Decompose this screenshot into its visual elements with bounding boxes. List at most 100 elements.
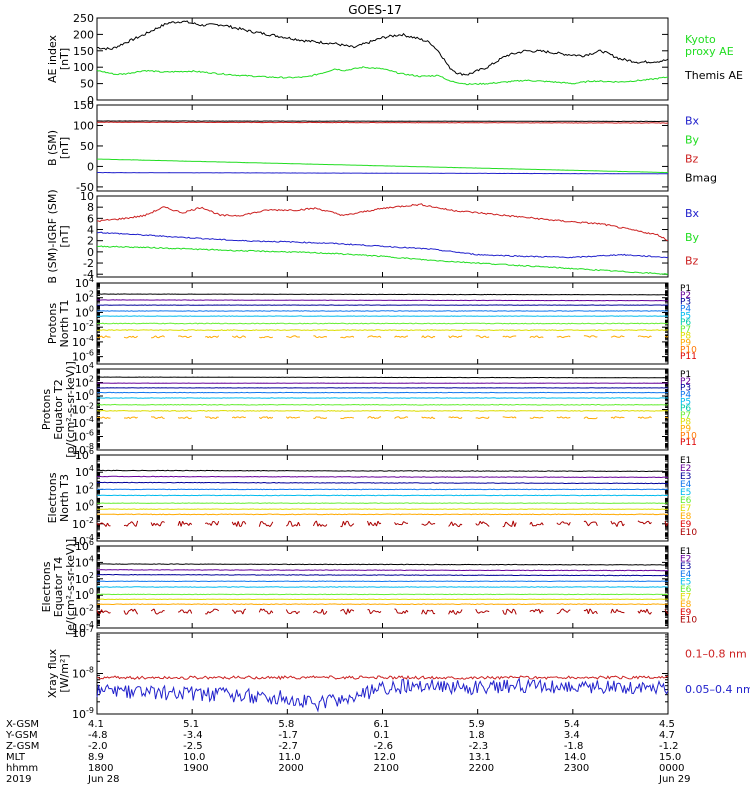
series-line xyxy=(96,675,669,681)
y-tick-exponent: -4 xyxy=(86,620,94,629)
y-tick-exponent: -8 xyxy=(86,442,94,451)
y-axis-label-line: Electrons xyxy=(40,561,53,612)
y-tick-exponent: 2 xyxy=(89,571,94,580)
legend-entry: E4 xyxy=(680,570,692,580)
y-tick-exponent: -6 xyxy=(86,349,94,358)
y-tick-exponent: 0 xyxy=(89,587,94,596)
x-row-value: 2300 xyxy=(564,763,589,774)
legend-entry: P6 xyxy=(680,318,691,328)
x-row-label: Y-GSM xyxy=(5,730,38,741)
y-axis-label: ElectronsEquator T4[e/(cm²-s-sr-keV)] xyxy=(40,539,77,635)
y-tick-label: 100 xyxy=(75,587,94,602)
y-axis-label-line: Protons xyxy=(40,389,53,430)
x-row-value: 13.1 xyxy=(469,752,491,763)
legend: Bx By Bz Bmag xyxy=(685,115,717,185)
y-tick-label: 100 xyxy=(75,304,94,319)
x-row-value: -2.3 xyxy=(469,741,489,752)
y-tick-label: 150 xyxy=(73,99,94,112)
series-line xyxy=(97,593,669,596)
legend-entry: Kyoto xyxy=(685,33,716,46)
y-tick-label: 10-2 xyxy=(72,516,94,531)
legend-entry: P3 xyxy=(680,384,691,394)
legend-entry: E6 xyxy=(680,496,692,506)
y-tick-label: 250 xyxy=(73,12,94,25)
legend-entry: E9 xyxy=(680,520,692,530)
legend-entry: Bz xyxy=(685,153,699,166)
y-tick-exponent: -2 xyxy=(86,402,94,411)
legend-entry: Bx xyxy=(685,115,700,128)
legend: 0.1–0.8 nm 0.05–0.4 nm xyxy=(685,648,750,697)
y-tick-label: 4 xyxy=(87,224,94,237)
y-tick-label: 50 xyxy=(80,140,94,153)
legend-entry: proxy AE xyxy=(685,45,734,58)
x-row-value: 10.0 xyxy=(183,752,205,763)
legend-entry: P11 xyxy=(680,438,697,448)
x-row-label: 2019 xyxy=(6,774,31,785)
y-tick-label: 10 xyxy=(80,190,94,203)
series-line xyxy=(96,403,669,406)
y-axis-label: B (SM)-IGRF (SM)[nT] xyxy=(46,189,71,283)
series-line xyxy=(96,121,669,124)
x-row-value: Jun 29 xyxy=(658,774,691,785)
x-row-value: 12.0 xyxy=(374,752,396,763)
series-line xyxy=(96,481,668,485)
y-tick-label: 0 xyxy=(87,246,94,259)
series-line xyxy=(96,120,668,123)
series-line xyxy=(96,508,669,510)
legend-entry: P10 xyxy=(680,345,697,355)
legend-entry: P7 xyxy=(680,325,691,335)
x-row-value: -4.8 xyxy=(88,730,108,741)
series-line xyxy=(96,329,669,332)
series-line xyxy=(96,520,669,528)
series-line xyxy=(96,580,668,583)
legend-entry: Bmag xyxy=(685,172,717,185)
y-tick-label: 106 xyxy=(75,538,94,553)
y-axis-label-line: [p/(cm²-s-sr-keV)] xyxy=(64,361,77,458)
x-row-label: Z-GSM xyxy=(6,741,39,752)
x-row-value: 5.4 xyxy=(564,719,580,730)
y-tick-label: 10-4 xyxy=(72,334,94,349)
legend-entry: P8 xyxy=(680,332,691,342)
legend-entry: E3 xyxy=(680,472,691,482)
series-line xyxy=(96,573,669,577)
x-row-label: X-GSM xyxy=(6,719,39,730)
y-axis-label: AE index[nT] xyxy=(46,34,71,83)
series-line xyxy=(96,416,669,420)
series-line xyxy=(96,293,669,296)
y-tick-exponent: -4 xyxy=(86,533,94,542)
legend-entry: P4 xyxy=(680,390,691,400)
y-axis-label-line: B (SM)-IGRF (SM) xyxy=(46,189,59,283)
series-group xyxy=(96,376,669,420)
series-line xyxy=(96,603,669,606)
legend-entry: E2 xyxy=(680,464,691,474)
y-tick-label: 2 xyxy=(87,235,94,248)
y-tick-exponent: 4 xyxy=(89,464,94,473)
x-row-value: 2200 xyxy=(469,763,494,774)
y-tick-label: 100 xyxy=(75,499,94,514)
legend-entry: E7 xyxy=(680,504,691,514)
legend-entry: E1 xyxy=(680,456,691,466)
legend-entry: P3 xyxy=(680,298,691,308)
legend-entry: P1 xyxy=(680,370,691,380)
legend-entry: E4 xyxy=(680,480,692,490)
x-row-value: 15.0 xyxy=(659,752,681,763)
y-tick-label: 100 xyxy=(73,119,94,132)
y-tick-exponent: -9 xyxy=(86,706,94,715)
x-row-value: 11.0 xyxy=(278,752,300,763)
legend-entry: P1 xyxy=(680,284,691,294)
legend-entry: P4 xyxy=(680,304,691,314)
y-tick-label: 6 xyxy=(87,212,94,225)
x-row-value: -2.6 xyxy=(374,741,394,752)
legend-entry: Bz xyxy=(685,254,699,267)
series-line xyxy=(96,203,669,241)
y-axis-label-line: Equator T2 xyxy=(52,379,65,439)
legend-entry: E8 xyxy=(680,512,692,522)
x-row-value: 3.4 xyxy=(564,730,580,741)
y-tick-exponent: 0 xyxy=(89,388,94,397)
y-tick-label: 104 xyxy=(75,464,94,479)
